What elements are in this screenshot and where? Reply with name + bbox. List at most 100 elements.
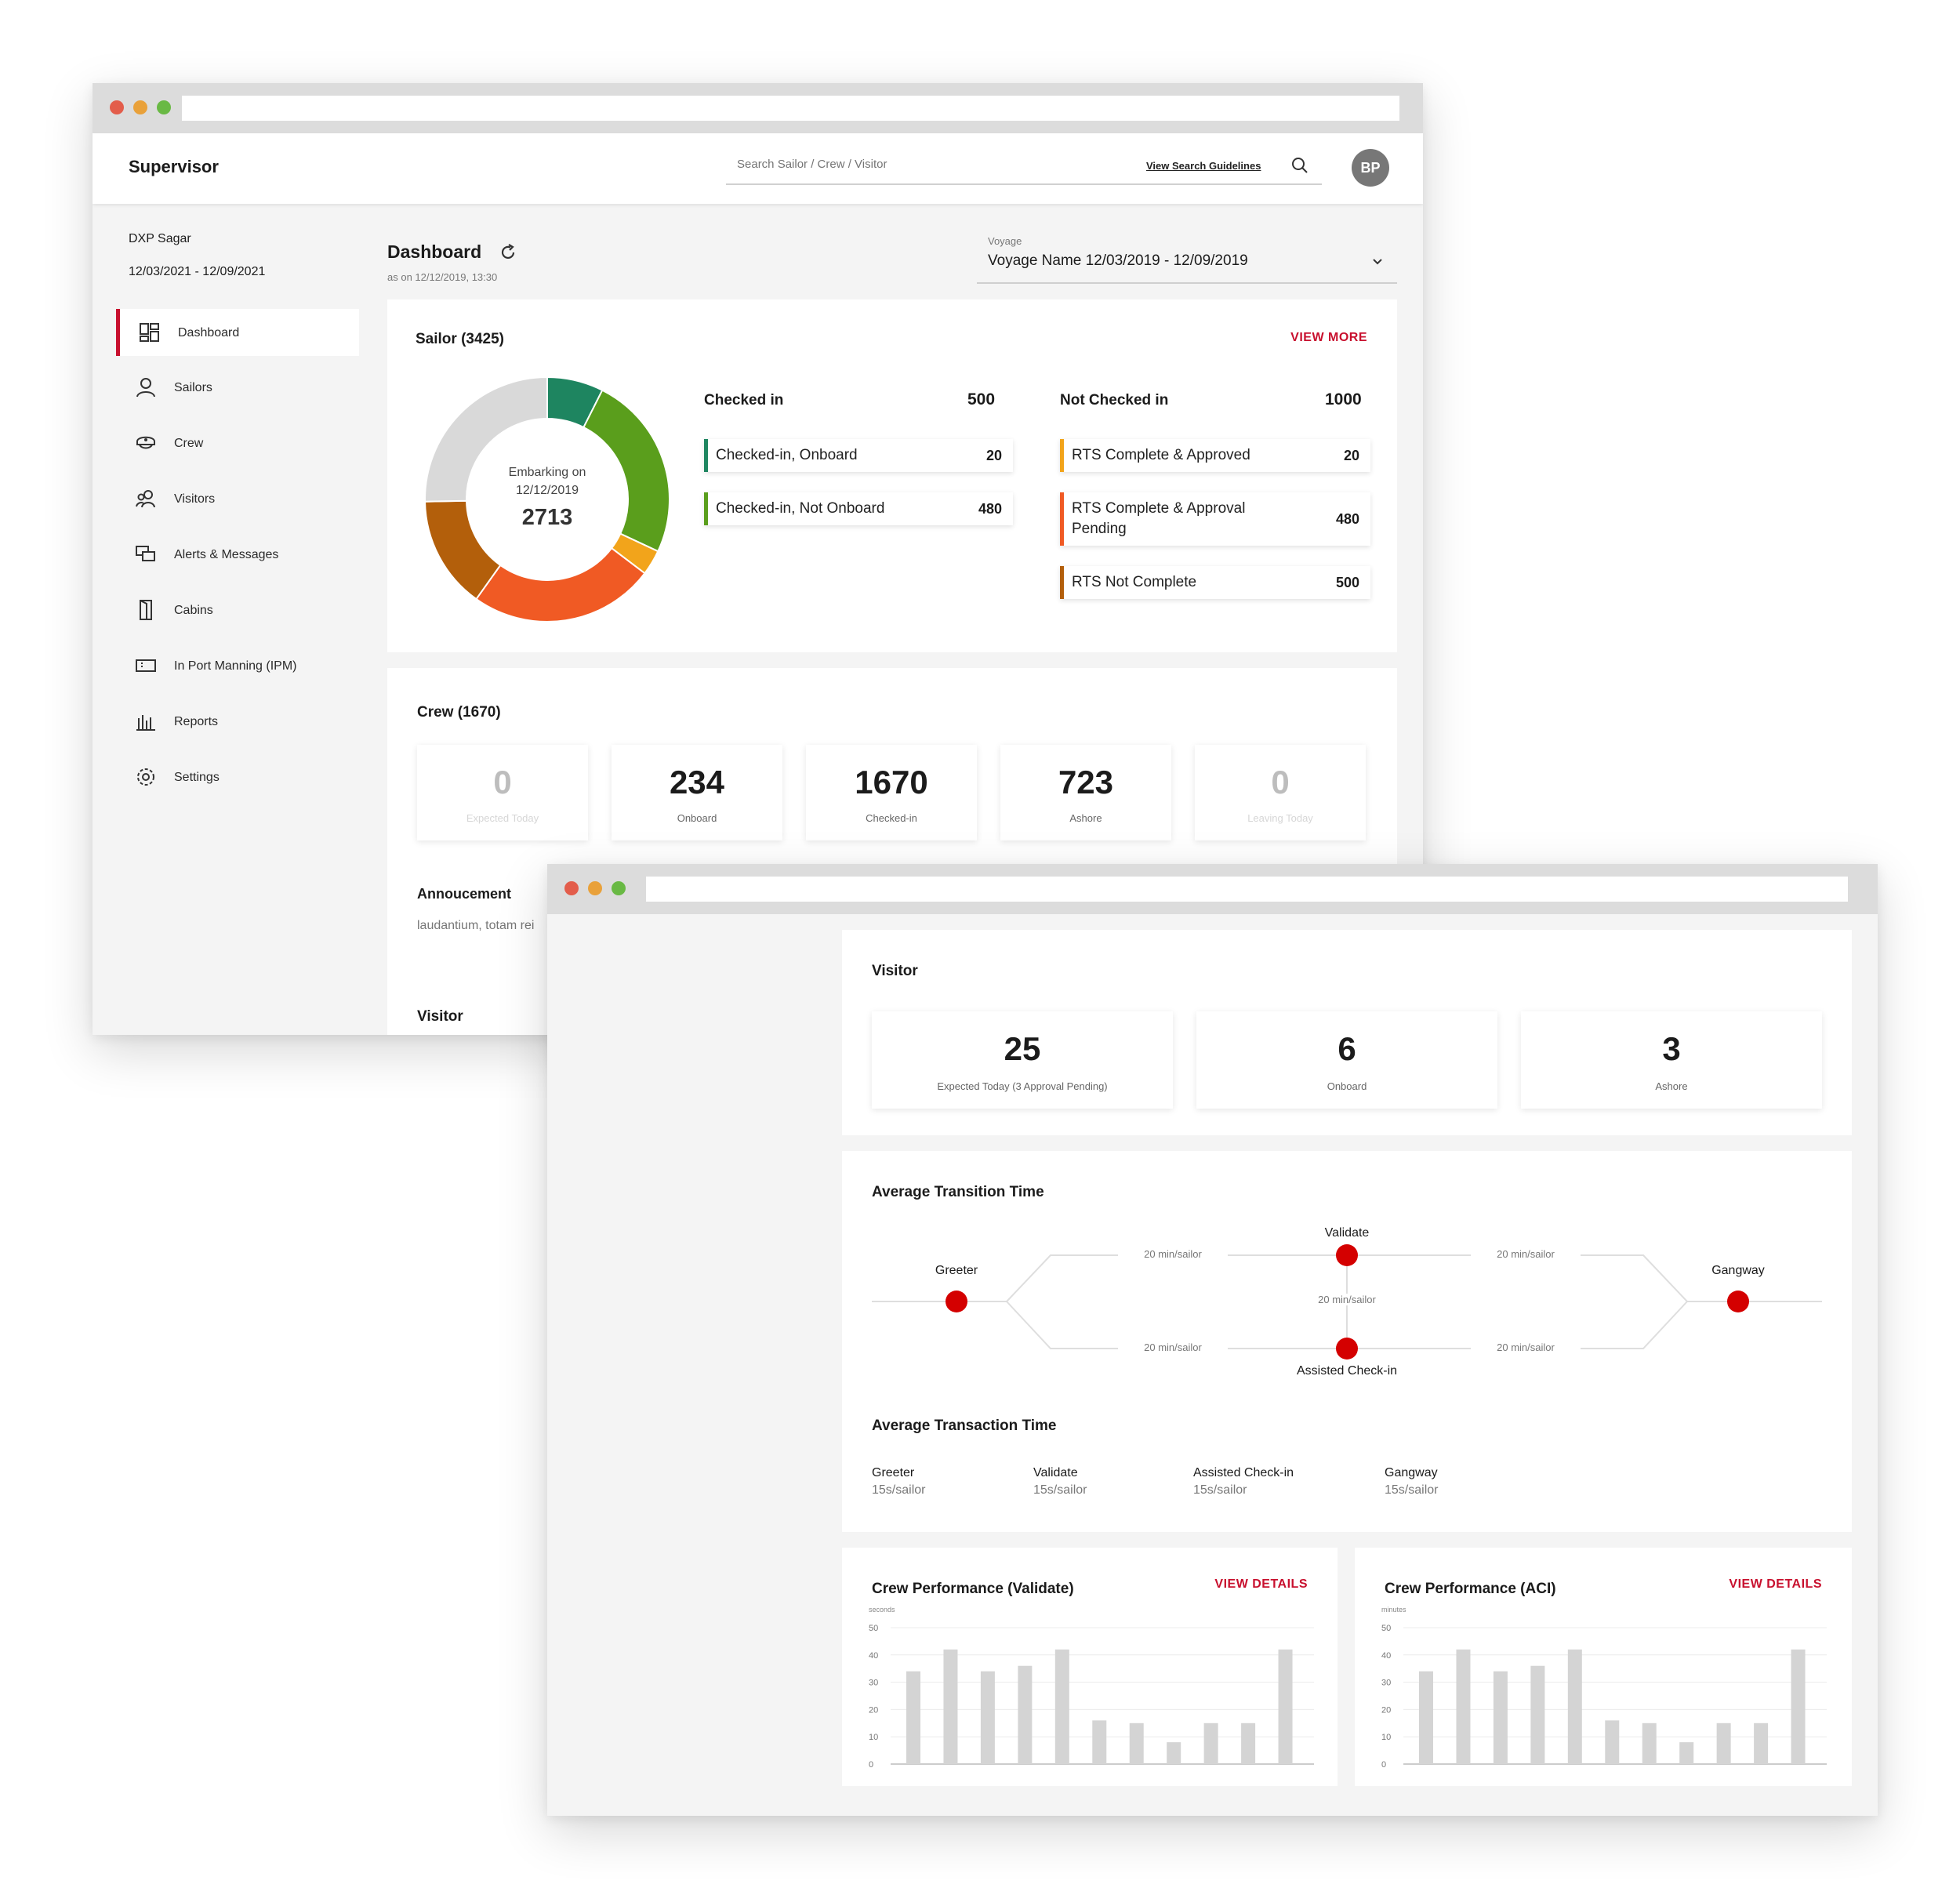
address-bar[interactable] bbox=[646, 877, 1848, 902]
edge-label-middle: 20 min/sailor bbox=[1292, 1294, 1402, 1305]
visitor-stat-expected-today: 25 Expected Today (3 Approval Pending) bbox=[872, 1011, 1173, 1109]
row-value: 20 bbox=[985, 448, 1002, 463]
visitor-card-title: Visitor bbox=[872, 963, 918, 979]
minimize-dot[interactable] bbox=[133, 100, 147, 114]
y-tick-label: 10 bbox=[869, 1733, 878, 1742]
bar bbox=[1241, 1723, 1256, 1764]
y-axis-unit-label: minutes bbox=[1381, 1606, 1406, 1614]
bar bbox=[1203, 1723, 1218, 1764]
close-dot[interactable] bbox=[110, 100, 124, 114]
y-tick-label: 0 bbox=[869, 1760, 873, 1770]
search-input[interactable] bbox=[735, 157, 1115, 172]
view-details-link[interactable]: VIEW DETAILS bbox=[1214, 1577, 1308, 1591]
announcement-title: Annoucement bbox=[417, 886, 512, 902]
close-dot[interactable] bbox=[564, 881, 579, 895]
sidebar-item-sailors[interactable]: Sailors bbox=[116, 364, 359, 411]
transaction-value: 15s/sailor bbox=[1033, 1483, 1087, 1497]
stat-label: Onboard bbox=[1327, 1080, 1367, 1092]
donut-slice-3 bbox=[475, 546, 646, 623]
voyage-value: Voyage Name 12/03/2019 - 12/09/2019 bbox=[988, 252, 1248, 269]
gangway-node-label: Gangway bbox=[1711, 1264, 1765, 1277]
stat-label: Leaving Today bbox=[1247, 812, 1313, 824]
sidebar-item-alerts-messages[interactable]: Alerts & Messages bbox=[116, 531, 359, 578]
minimize-dot[interactable] bbox=[588, 881, 602, 895]
transaction-gangway: Gangway 15s/sailor bbox=[1385, 1466, 1438, 1497]
view-details-link[interactable]: VIEW DETAILS bbox=[1729, 1577, 1822, 1591]
checked-in-onboard-row[interactable]: Checked-in, Onboard 20 bbox=[704, 439, 1013, 472]
bar bbox=[1278, 1649, 1293, 1764]
page-title: Dashboard bbox=[387, 241, 482, 262]
transition-title: Average Transition Time bbox=[872, 1184, 1044, 1200]
address-bar[interactable] bbox=[182, 96, 1399, 121]
y-tick-label: 30 bbox=[869, 1679, 878, 1688]
browser-chrome bbox=[547, 864, 1878, 914]
search-icon[interactable] bbox=[1290, 156, 1309, 175]
announcement-text: laudantium, totam rei bbox=[417, 919, 535, 932]
view-more-link[interactable]: VIEW MORE bbox=[1290, 331, 1367, 344]
stat-value: 234 bbox=[669, 764, 725, 800]
view-search-guidelines-link[interactable]: View Search Guidelines bbox=[1146, 160, 1261, 172]
stat-value: 0 bbox=[1271, 764, 1290, 800]
stat-value: 6 bbox=[1338, 1030, 1356, 1067]
bar bbox=[980, 1671, 995, 1764]
edge-label-assisted-gangway: 20 min/sailor bbox=[1471, 1341, 1581, 1353]
chevron-down-icon bbox=[1373, 259, 1382, 265]
browser-chrome bbox=[93, 83, 1423, 133]
avatar[interactable]: BP bbox=[1352, 149, 1389, 187]
ship-name: DXP Sagar bbox=[129, 232, 191, 245]
sidebar-item-cabins[interactable]: Cabins bbox=[116, 586, 359, 633]
maximize-dot[interactable] bbox=[612, 881, 626, 895]
bar bbox=[1642, 1723, 1657, 1764]
sidebar-item-reports[interactable]: Reports bbox=[116, 698, 359, 745]
voyage-select[interactable]: Voyage Voyage Name 12/03/2019 - 12/09/20… bbox=[977, 234, 1397, 284]
bar bbox=[1567, 1649, 1582, 1764]
perf-aci-card: Crew Performance (ACI) VIEW DETAILS minu… bbox=[1355, 1548, 1852, 1786]
rts-not-complete-row[interactable]: RTS Not Complete 500 bbox=[1060, 566, 1370, 599]
perf-validate-chart: seconds 50 40 30 20 10 0 bbox=[869, 1606, 1314, 1770]
row-value: 500 bbox=[1335, 575, 1359, 590]
stat-value: 3 bbox=[1662, 1030, 1681, 1067]
validate-node bbox=[1336, 1244, 1358, 1266]
sidebar-item-ipm[interactable]: In Port Manning (IPM) bbox=[116, 642, 359, 689]
crew-card-title: Crew (1670) bbox=[417, 704, 501, 721]
bar bbox=[906, 1671, 920, 1764]
row-label: RTS Complete & Approval bbox=[1072, 500, 1246, 517]
transaction-title: Average Transaction Time bbox=[872, 1418, 1057, 1434]
gear-icon bbox=[137, 768, 154, 786]
bar bbox=[1167, 1742, 1181, 1764]
rts-approved-row[interactable]: RTS Complete & Approved 20 bbox=[1060, 439, 1370, 472]
y-axis-unit-label: seconds bbox=[869, 1606, 895, 1614]
sidebar-item-crew[interactable]: Crew bbox=[116, 419, 359, 466]
sidebar-item-label: Cabins bbox=[174, 604, 213, 617]
checked-in-not-onboard-row[interactable]: Checked-in, Not Onboard 480 bbox=[704, 492, 1013, 525]
checked-in-total: 500 bbox=[967, 390, 996, 408]
validate-node-label: Validate bbox=[1324, 1226, 1370, 1240]
transaction-value: 15s/sailor bbox=[1385, 1483, 1439, 1497]
bar bbox=[1018, 1665, 1033, 1764]
y-tick-label: 0 bbox=[1381, 1760, 1386, 1770]
sidebar-item-settings[interactable]: Settings bbox=[116, 753, 359, 800]
bar-chart-icon bbox=[136, 715, 155, 731]
not-checked-in-total: 1000 bbox=[1325, 390, 1362, 408]
bar bbox=[943, 1649, 958, 1764]
transition-card: Average Transition Time Greeter Validate… bbox=[842, 1151, 1852, 1532]
bar bbox=[1754, 1723, 1769, 1764]
row-value: 480 bbox=[1335, 511, 1359, 527]
sidebar-item-dashboard[interactable]: Dashboard bbox=[116, 309, 359, 356]
rts-approval-pending-row[interactable]: RTS Complete & Approval Pending 480 bbox=[1060, 492, 1370, 546]
refresh-icon[interactable] bbox=[499, 243, 517, 262]
sidebar-item-label: Settings bbox=[174, 771, 220, 784]
ticket-icon bbox=[136, 659, 156, 672]
stat-label: Expected Today bbox=[466, 812, 539, 824]
stat-value: 1670 bbox=[855, 764, 928, 800]
bar bbox=[1530, 1665, 1545, 1764]
sidebar-item-visitors[interactable]: Visitors bbox=[116, 475, 359, 522]
transaction-assisted: Assisted Check-in 15s/sailor bbox=[1193, 1466, 1294, 1497]
crew-stat-checked-in: 1670 Checked-in bbox=[806, 745, 977, 840]
person-icon bbox=[136, 378, 155, 398]
bar bbox=[1456, 1649, 1471, 1764]
bar bbox=[1716, 1723, 1731, 1764]
search-box[interactable]: View Search Guidelines bbox=[726, 149, 1322, 185]
gangway-node bbox=[1727, 1291, 1749, 1312]
maximize-dot[interactable] bbox=[157, 100, 171, 114]
